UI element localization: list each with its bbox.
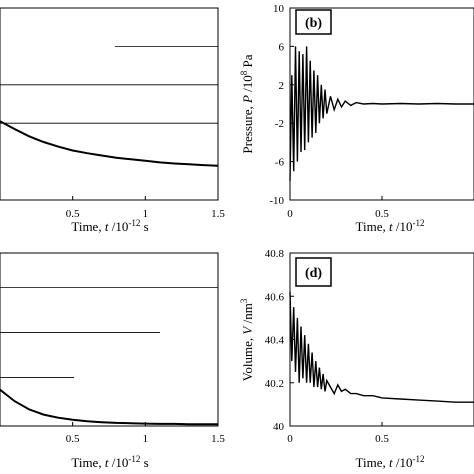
x-tick-label-a-1: 1 (143, 208, 149, 220)
x-tick-label-d-1: 0.5 (375, 433, 389, 445)
series-line-a (0, 120, 219, 167)
x-tick-label-a-2: 1.5 (211, 208, 225, 220)
x-tick-label-c-0: 0.5 (66, 433, 80, 445)
y-tick-label-b-0: 10 (273, 3, 285, 15)
plot-frame-a (0, 7, 219, 201)
panel-label-box-b (295, 9, 332, 35)
series-line-b (289, 46, 474, 181)
x-tick-label-a-0: 0.5 (66, 208, 80, 220)
gridlines-c (0, 287, 218, 378)
y-tick-label-d-3: 40.2 (265, 378, 284, 390)
x-axis-label-d: Time, t /10-12 (356, 454, 425, 470)
panel-a: 0.5 1 1.5 Time, t /10-12 s (0, 7, 225, 234)
panel-c: 0.5 1 1.5 Time, t /10-12 s (0, 252, 225, 470)
y-axis-label-b: Pressure, P /108 Pa (239, 54, 255, 153)
y-tick-label-d-0: 40.8 (265, 248, 285, 260)
y-tick-label-b-3: -2 (275, 118, 284, 130)
y-tick-label-d-4: 40 (273, 421, 285, 433)
ticks-d: 0 0.5 40.8 40.6 40.4 40.2 40 (265, 248, 390, 445)
y-tick-label-b-1: 6 (279, 41, 285, 53)
panel-label-d: (d) (305, 266, 322, 281)
x-tick-label-d-0: 0 (287, 433, 293, 445)
ticks-b: 0 0.5 10 6 2 -2 -6 -10 (269, 3, 389, 220)
x-tick-label-c-1: 1 (143, 433, 149, 445)
gridlines-a (0, 46, 218, 124)
ticks-a: 0.5 1 1.5 (66, 196, 225, 220)
panel-d: 0 0.5 40.8 40.6 40.4 40.2 40 (d) Volume, V /nm… (239, 248, 474, 470)
x-axis-label-a: Time, t /10-12 s (71, 218, 148, 234)
y-tick-label-b-4: -6 (275, 157, 285, 169)
x-tick-label-b-0: 0 (287, 208, 293, 220)
x-axis-label-b: Time, t /10-12 (356, 218, 425, 234)
x-axis-label-c: Time, t /10-12 s (71, 454, 148, 470)
series-line-d (289, 291, 474, 403)
series-line-c (0, 388, 218, 426)
y-axis-label-d: Volume, V /nm3 (239, 298, 255, 381)
panel-label-b: (b) (305, 16, 322, 31)
ticks-c: 0.5 1 1.5 (66, 422, 225, 445)
panel-label-box-d (295, 257, 332, 287)
x-tick-label-c-2: 1.5 (211, 433, 225, 445)
y-tick-label-b-5: -10 (269, 195, 284, 207)
plot-frame-c (0, 252, 219, 427)
y-tick-label-b-2: 2 (279, 80, 285, 92)
y-tick-label-d-1: 40.6 (265, 291, 285, 303)
x-tick-label-b-1: 0.5 (375, 208, 389, 220)
y-tick-label-d-2: 40.4 (265, 335, 285, 347)
